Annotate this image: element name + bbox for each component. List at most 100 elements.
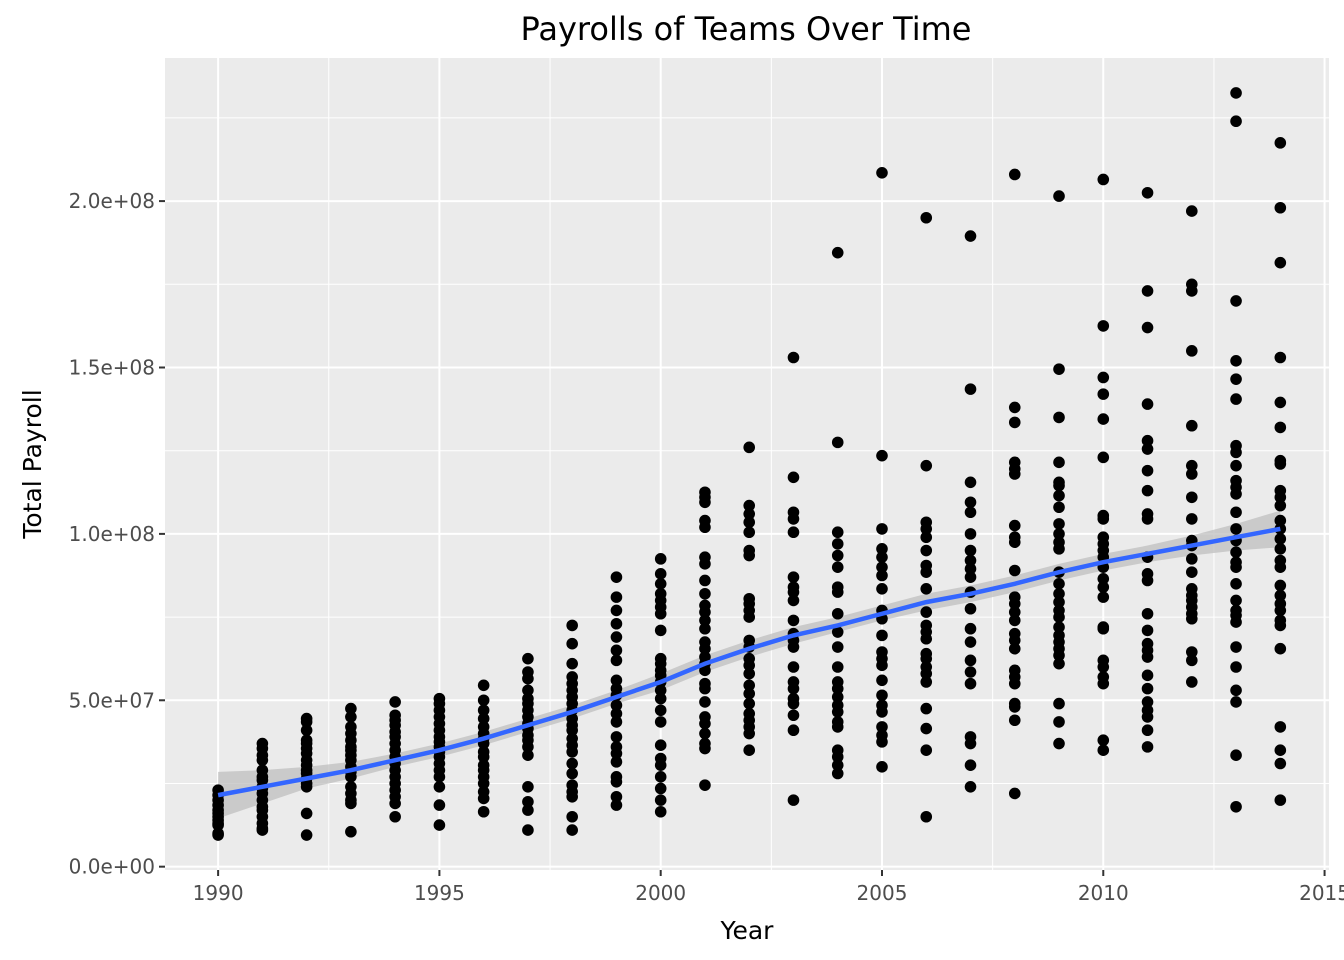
- data-point: [389, 797, 401, 810]
- data-point: [566, 757, 578, 770]
- data-point: [610, 644, 623, 657]
- data-point: [787, 614, 800, 627]
- data-point: [654, 692, 667, 705]
- data-point: [1097, 744, 1110, 756]
- data-point: [699, 587, 711, 600]
- data-point: [654, 607, 667, 620]
- data-point: [1008, 677, 1021, 690]
- data-point: [1274, 514, 1287, 527]
- data-point: [699, 696, 711, 708]
- data-point: [920, 566, 933, 578]
- data-point: [477, 777, 490, 790]
- data-point: [300, 829, 313, 841]
- data-point: [1008, 642, 1021, 655]
- data-point: [1097, 451, 1110, 464]
- data-point: [433, 799, 446, 811]
- data-point: [1230, 800, 1242, 813]
- data-point: [654, 704, 667, 717]
- data-point: [1008, 536, 1021, 549]
- data-point: [1141, 513, 1154, 525]
- data-point: [566, 724, 578, 737]
- data-point: [566, 619, 578, 632]
- data-point: [1053, 587, 1065, 600]
- data-point: [1230, 578, 1242, 590]
- data-point: [920, 702, 933, 715]
- data-point: [876, 582, 888, 595]
- data-point: [876, 689, 888, 702]
- data-point: [876, 523, 888, 535]
- data-point: [876, 736, 888, 748]
- data-point: [1097, 573, 1110, 585]
- data-point: [433, 781, 446, 793]
- data-point: [831, 549, 844, 562]
- data-point: [1141, 741, 1154, 753]
- data-point: [1053, 190, 1065, 202]
- data-point: [1230, 488, 1242, 500]
- data-point: [1008, 701, 1021, 713]
- data-point: [1185, 654, 1198, 667]
- data-point: [1274, 499, 1287, 512]
- data-point: [610, 674, 623, 687]
- data-point: [654, 759, 667, 771]
- data-point: [477, 751, 490, 763]
- data-point: [1230, 616, 1242, 628]
- data-point: [787, 697, 800, 710]
- data-point: [787, 682, 800, 695]
- data-point: [699, 614, 711, 627]
- data-point: [787, 471, 800, 484]
- data-point: [477, 712, 490, 725]
- data-point: [1230, 661, 1242, 673]
- data-point: [876, 167, 888, 179]
- data-point: [964, 636, 977, 648]
- data-point: [1230, 459, 1242, 472]
- data-point: [876, 721, 888, 733]
- data-point: [787, 586, 800, 598]
- data-point: [920, 667, 933, 680]
- x-tick-label: 2015: [1299, 881, 1344, 905]
- data-point: [964, 654, 977, 667]
- data-point: [1141, 434, 1154, 447]
- data-point: [1008, 468, 1021, 480]
- data-point: [345, 711, 357, 723]
- data-point: [1185, 491, 1198, 504]
- chart-title: Payrolls of Teams Over Time: [521, 10, 972, 48]
- data-point: [1141, 186, 1154, 199]
- data-point: [1008, 416, 1021, 429]
- data-point: [787, 526, 800, 539]
- data-point: [256, 754, 269, 766]
- data-point: [876, 761, 888, 773]
- data-point: [654, 684, 667, 697]
- data-point: [1053, 501, 1065, 514]
- data-point: [1053, 518, 1065, 530]
- data-point: [1141, 285, 1154, 297]
- data-point: [610, 716, 623, 728]
- data-point: [300, 724, 313, 737]
- data-point: [964, 622, 977, 635]
- data-point: [920, 531, 933, 544]
- data-point: [212, 829, 224, 841]
- data-point: [1274, 561, 1287, 573]
- data-point: [964, 383, 977, 395]
- data-point: [610, 747, 623, 760]
- data-point: [964, 506, 977, 519]
- data-point: [566, 824, 578, 836]
- data-point: [433, 819, 446, 831]
- data-point: [1185, 205, 1198, 217]
- data-point: [522, 741, 534, 753]
- data-point: [1274, 579, 1287, 592]
- data-point: [964, 230, 977, 242]
- data-point: [920, 676, 933, 688]
- x-tick-label: 2000: [635, 881, 686, 905]
- data-point: [831, 691, 844, 703]
- data-point: [389, 810, 401, 823]
- data-point: [1008, 714, 1021, 727]
- data-point: [1097, 173, 1110, 186]
- data-point: [610, 604, 623, 617]
- data-point: [831, 682, 844, 695]
- data-point: [522, 824, 534, 836]
- data-point: [876, 674, 888, 687]
- data-point: [1141, 669, 1154, 682]
- data-point: [831, 526, 844, 539]
